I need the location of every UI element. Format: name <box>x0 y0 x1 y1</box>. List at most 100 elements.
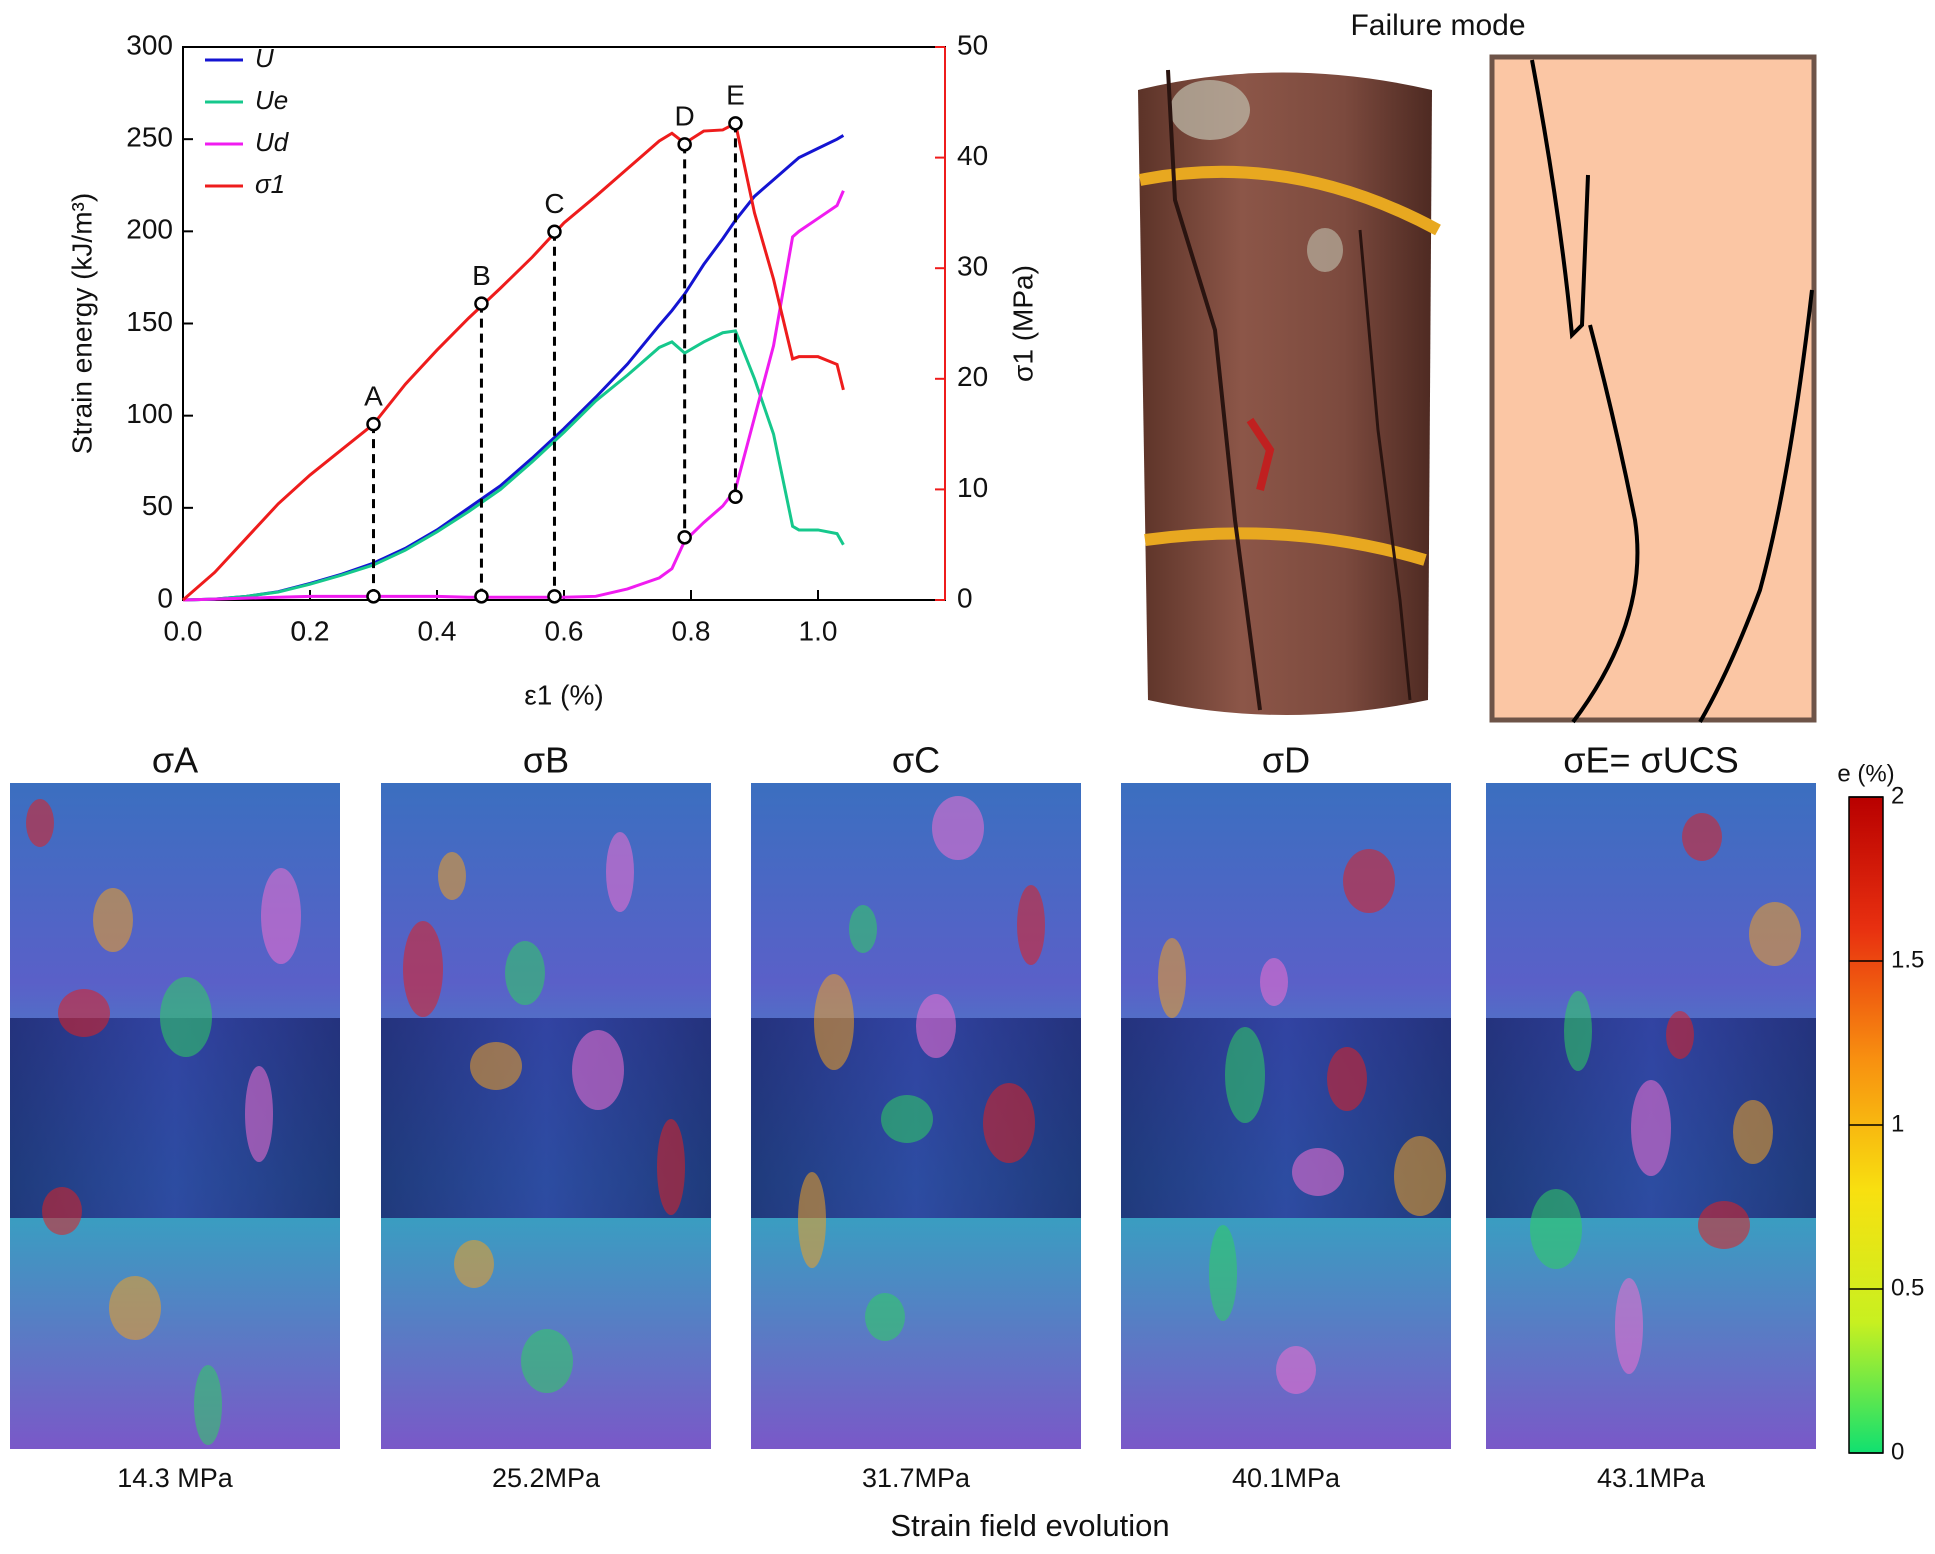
panel-title: σC <box>892 740 940 781</box>
point-label: C <box>544 188 564 219</box>
strain-spot <box>1260 958 1288 1006</box>
x-tick-label: 0.4 <box>418 615 457 646</box>
colorbar-title: e (%) <box>1837 760 1894 787</box>
legend-label: U <box>255 43 274 73</box>
legend-label: Ud <box>255 127 290 157</box>
failure-mode-title: Failure mode <box>1350 9 1525 42</box>
strain-spot <box>42 1187 82 1235</box>
strain-spot <box>160 977 212 1057</box>
strain-spot <box>403 921 443 1017</box>
plot-frame <box>182 46 946 601</box>
legend-label: Ue <box>255 85 288 115</box>
point-marker <box>474 589 489 604</box>
y2-tick-label: 0 <box>957 582 973 613</box>
y-tick-label: 250 <box>126 122 173 153</box>
strain-spot <box>881 1095 933 1143</box>
strain-spot <box>1394 1136 1446 1216</box>
panel-stress: 31.7MPa <box>862 1463 971 1493</box>
y-tick-label: 200 <box>126 214 173 245</box>
strain-spot <box>1564 991 1592 1071</box>
strain-spot <box>1733 1100 1773 1164</box>
strain-spot <box>1292 1148 1344 1196</box>
strain-spot <box>26 799 54 847</box>
panel-stress: 25.2MPa <box>492 1463 601 1493</box>
strain-spot <box>470 1042 522 1090</box>
colorbar-tick-label: 2 <box>1891 782 1904 809</box>
y-tick-label: 100 <box>126 398 173 429</box>
y-axis-label: Strain energy (kJ/m³) <box>66 193 97 454</box>
strain-spot <box>1615 1278 1643 1374</box>
panel-title: σD <box>1262 740 1310 781</box>
y2-tick-label: 30 <box>957 251 988 282</box>
strain-spot <box>1698 1201 1750 1249</box>
colorbar-tick-label: 0 <box>1891 1438 1904 1465</box>
point-marker <box>677 137 692 152</box>
y-tick-label: 300 <box>126 29 173 60</box>
series-line <box>182 190 845 602</box>
strain-spot <box>58 989 110 1037</box>
point-marker <box>728 489 743 505</box>
strain-spot <box>505 941 545 1005</box>
x-tick-label: 0.2 <box>291 615 330 646</box>
series-line <box>182 329 845 602</box>
y-tick-label: 0 <box>157 582 173 613</box>
y2-tick-label: 50 <box>957 29 988 60</box>
strain-spot <box>1225 1027 1265 1123</box>
legend-label: σ1 <box>255 169 285 199</box>
strain-spot <box>438 852 466 900</box>
strain-spot <box>798 1172 826 1268</box>
strain-spot <box>1017 885 1045 965</box>
y-tick-label: 150 <box>126 306 173 337</box>
strain-spot <box>865 1293 905 1341</box>
strain-spot <box>109 1276 161 1340</box>
x-tick-label: 0.6 <box>545 615 584 646</box>
strain-spot <box>849 905 877 953</box>
x-tick-label: 1.0 <box>799 615 838 646</box>
strain-spot <box>1682 813 1722 861</box>
panel-stress: 14.3 MPa <box>117 1463 234 1493</box>
strain-spot <box>1158 938 1186 1018</box>
strain-spot <box>1530 1189 1582 1269</box>
point-label: A <box>364 381 383 412</box>
colorbar-tick-label: 1.5 <box>1891 946 1924 973</box>
point-marker <box>677 530 692 545</box>
series-line <box>182 134 845 602</box>
point-marker <box>474 296 489 311</box>
x-tick-label: 0.2 <box>291 615 330 646</box>
strain-spot <box>1327 1047 1367 1111</box>
panel-title: σB <box>523 740 569 781</box>
strain-spot <box>194 1365 222 1445</box>
point-marker <box>366 589 381 604</box>
strain-spot <box>1666 1011 1694 1059</box>
strain-spot <box>814 974 854 1070</box>
panel-title: σE= σUCS <box>1563 740 1738 781</box>
y2-tick-label: 20 <box>957 361 988 392</box>
panel-stress: 43.1MPa <box>1597 1463 1706 1493</box>
series-line <box>182 121 845 602</box>
point-marker <box>547 589 562 604</box>
y2-tick-label: 10 <box>957 472 988 503</box>
strain-spot <box>657 1119 685 1215</box>
y2-tick-label: 40 <box>957 140 988 171</box>
strain-spot <box>932 796 984 860</box>
strain-spot <box>93 888 133 952</box>
strain-spot <box>261 868 301 964</box>
panel-stress: 40.1MPa <box>1232 1463 1341 1493</box>
strain-spot <box>454 1240 494 1288</box>
x-tick-label: 0.8 <box>672 615 711 646</box>
point-marker <box>366 416 381 432</box>
panel-title: σA <box>152 740 198 781</box>
x-tick-label: 0.0 <box>164 615 203 646</box>
strain-spot <box>983 1083 1035 1163</box>
point-marker <box>728 116 743 131</box>
strain-spot <box>1631 1080 1671 1176</box>
strain-spot <box>606 832 634 912</box>
colorbar-tick-label: 0.5 <box>1891 1274 1924 1301</box>
point-label: B <box>472 260 491 291</box>
specimen-band <box>381 1018 711 1218</box>
strain-spot <box>1343 849 1395 913</box>
y2-axis-label: σ1 (MPa) <box>1007 265 1038 382</box>
colorbar-tick-label: 1 <box>1891 1110 1904 1137</box>
failure-sketch <box>1489 54 1817 724</box>
